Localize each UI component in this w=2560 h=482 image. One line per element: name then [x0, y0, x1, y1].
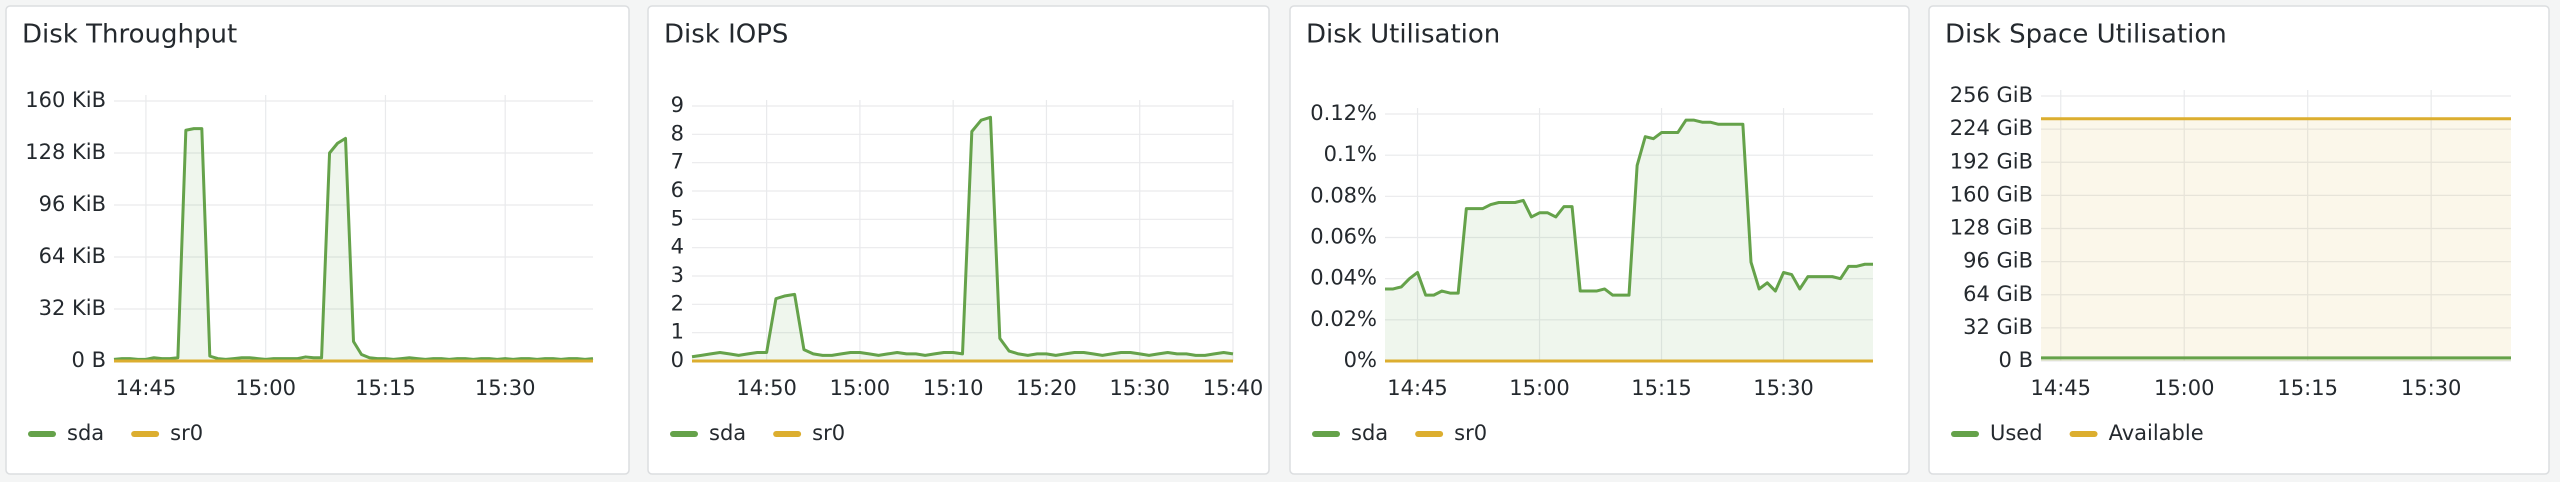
y-tick-label: 0.02%: [1310, 307, 1377, 331]
y-tick-label: 0.1%: [1324, 142, 1377, 166]
y-tick-label: 0 B: [72, 348, 106, 372]
x-tick-label: 14:45: [1387, 376, 1448, 400]
y-tick-label: 32 KiB: [39, 296, 106, 320]
x-tick-label: 15:00: [235, 376, 296, 400]
x-tick-label: 14:45: [2030, 376, 2091, 400]
y-tick-label: 8: [671, 121, 684, 145]
x-tick-label: 15:30: [1109, 376, 1170, 400]
y-tick-label: 0%: [1344, 348, 1377, 372]
y-tick-label: 7: [671, 150, 684, 174]
x-tick-label: 15:15: [1631, 376, 1692, 400]
panel-title: Disk Space Utilisation: [1945, 20, 2227, 50]
y-tick-label: 160 GiB: [1950, 182, 2033, 206]
x-tick-label: 15:10: [923, 376, 984, 400]
panel: Disk Throughput 0 B 32 KiB 64 KiB 96 KiB 128 …: [5, 5, 630, 475]
legend-label: sda: [709, 421, 746, 445]
y-tick-label: 3: [671, 263, 684, 287]
legend-label: Available: [2109, 421, 2204, 445]
y-tick-label: 2: [671, 291, 684, 315]
panel-title: Disk Throughput: [22, 20, 237, 50]
x-tick-label: 15:15: [2277, 376, 2338, 400]
y-tick-label: 32 GiB: [1963, 315, 2033, 339]
legend-label: sr0: [812, 421, 845, 445]
y-tick-label: 256 GiB: [1950, 83, 2033, 107]
legend-label: sda: [67, 421, 104, 445]
x-tick-label: 15:40: [1203, 376, 1264, 400]
panel-background: [647, 5, 1270, 475]
y-tick-label: 128 KiB: [25, 140, 106, 164]
y-tick-label: 0.12%: [1310, 101, 1377, 125]
series-line: [1385, 118, 1873, 297]
x-tick-label: 14:45: [116, 376, 177, 400]
y-tick-label: 0.06%: [1310, 225, 1377, 249]
y-tick-label: 64 GiB: [1963, 282, 2033, 306]
y-tick-label: 224 GiB: [1950, 116, 2033, 140]
y-tick-label: 128 GiB: [1950, 216, 2033, 240]
y-tick-label: 96 GiB: [1963, 249, 2033, 273]
x-tick-label: 15:30: [2401, 376, 2462, 400]
y-tick-label: 4: [671, 235, 684, 259]
series-line: [113, 127, 594, 361]
x-tick-label: 15:30: [475, 376, 536, 400]
y-tick-label: 0: [671, 348, 684, 372]
x-tick-label: 15:00: [1509, 376, 1570, 400]
x-tick-label: 15:00: [2154, 376, 2215, 400]
legend-label: Used: [1990, 421, 2043, 445]
y-tick-label: 160 KiB: [25, 88, 106, 112]
panel: Disk Space Utilisation 0 B 32 GiB 64 GiB 96 …: [1928, 5, 2550, 475]
y-tick-label: 1: [671, 320, 684, 344]
panel-title: Disk Utilisation: [1306, 20, 1500, 50]
x-tick-label: 15:20: [1016, 376, 1077, 400]
panel-title: Disk IOPS: [664, 20, 788, 50]
area-fill: [1385, 120, 1873, 361]
y-tick-label: 192 GiB: [1950, 149, 2033, 173]
y-tick-label: 0.04%: [1310, 266, 1377, 290]
y-tick-label: 5: [671, 206, 684, 230]
y-tick-label: 6: [671, 178, 684, 202]
series-line: [691, 115, 1234, 359]
panel-background: [1289, 5, 1910, 475]
panel: Disk IOPS 0 1 2 3 4 5 6 7 8 9 14:50 15:00 15:10 15:20 1…: [647, 5, 1270, 475]
legend-label: sr0: [1454, 421, 1487, 445]
legend-label: sr0: [170, 421, 203, 445]
x-tick-label: 14:50: [736, 376, 797, 400]
x-tick-label: 15:00: [830, 376, 891, 400]
area-fill: [2041, 118, 2511, 361]
y-tick-label: 9: [671, 93, 684, 117]
y-tick-label: 0 B: [1999, 348, 2033, 372]
y-tick-label: 64 KiB: [39, 244, 106, 268]
y-tick-label: 96 KiB: [39, 192, 106, 216]
y-tick-label: 0.08%: [1310, 183, 1377, 207]
panel: Disk Utilisation 0% 0.02% 0.04% 0.06% 0.08% 0.…: [1289, 5, 1910, 475]
panel-background: [5, 5, 630, 475]
x-tick-label: 15:15: [355, 376, 416, 400]
legend-label: sda: [1351, 421, 1388, 445]
x-tick-label: 15:30: [1753, 376, 1814, 400]
